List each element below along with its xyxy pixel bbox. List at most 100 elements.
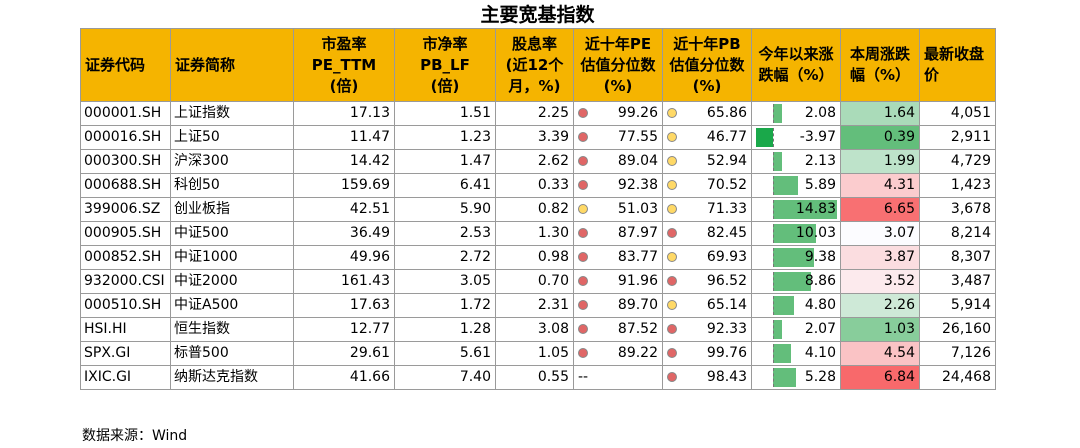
pe-ttm: 14.42 [293,149,395,174]
header-line: (倍) [329,76,359,95]
pe-percentile-value: 91.96 [617,273,658,289]
pe-status-icon [578,180,588,190]
header-line: (近12个 [505,55,564,74]
pe-ttm: 29.61 [293,341,395,366]
header-line: 跌幅（%） [758,66,834,84]
pe-percentile-cell: 77.55 [573,125,663,150]
security-code: 000001.SH [80,101,171,126]
ytd-databar [773,296,794,315]
col-header-close: 最新收盘价 [919,28,996,102]
pb-status-icon [667,252,677,262]
security-code: 000688.SH [80,173,171,198]
ytd-zero-axis [773,344,775,363]
ytd-change-value: 5.89 [804,177,836,193]
pe-status-icon [578,156,588,166]
dividend-yield: 0.55 [495,365,574,390]
table-row: 000905.SH 中证500 36.49 2.53 1.30 87.97 82.45 10.… [80,221,996,246]
ytd-databar [773,272,812,291]
col-header-week: 本周涨跌幅（%） [840,28,920,102]
header-row: 证券代码 证券简称 市盈率 PE_TTM (倍) 市净率 PB_LF (倍) 股息率 (近… [80,28,996,102]
latest-close: 1,423 [919,173,996,198]
col-header-pb-percentile: 近十年PB 估值分位数 (%) [662,28,752,102]
security-name: 标普500 [170,341,294,366]
latest-close: 3,678 [919,197,996,222]
security-name: 创业板指 [170,197,294,222]
dividend-yield: 0.98 [495,245,574,270]
week-change: 1.03 [840,317,920,342]
dividend-yield: 0.70 [495,269,574,294]
header-line: (%) [692,76,722,95]
security-name: 中证500 [170,221,294,246]
security-name: 上证50 [170,125,294,150]
security-code: 399006.SZ [80,197,171,222]
ytd-zero-axis [773,152,775,171]
pe-ttm: 41.66 [293,365,395,390]
ytd-databar [773,104,783,123]
week-change: 2.26 [840,293,920,318]
pb-status-icon [667,372,677,382]
latest-close: 2,911 [919,125,996,150]
latest-close: 24,468 [919,365,996,390]
security-code: 000016.SH [80,125,171,150]
pe-status-icon [578,300,588,310]
week-change: 6.84 [840,365,920,390]
security-name: 上证指数 [170,101,294,126]
ytd-change-value: 14.83 [795,201,836,217]
pe-percentile-cell: -- [573,365,663,390]
security-code: 000905.SH [80,221,171,246]
ytd-change-cell: 5.28 [751,365,841,390]
table-row: 000510.SH 中证A500 17.63 1.72 2.31 89.70 65.14 4.… [80,293,996,318]
security-code: IXIC.GI [80,365,171,390]
ytd-zero-axis [773,248,775,267]
pe-percentile-value: 89.70 [617,297,658,313]
ytd-change-cell: 2.13 [751,149,841,174]
security-name: 科创50 [170,173,294,198]
pe-ttm: 159.69 [293,173,395,198]
pe-ttm: 36.49 [293,221,395,246]
table-row: 932000.CSI 中证2000 161.43 3.05 0.70 91.96 96.52… [80,269,996,294]
header-line: (%) [603,76,633,95]
ytd-zero-axis [773,104,775,123]
pe-status-icon [578,324,588,334]
ytd-change-value: 9.38 [804,249,836,265]
pb-percentile-value: 46.77 [706,129,747,145]
header-line: 近十年PB [673,34,741,53]
header-line: 市盈率 [321,34,367,53]
ytd-databar [773,248,814,267]
header-line: 本周涨跌 [849,45,910,63]
pb-percentile-cell: 46.77 [662,125,752,150]
pe-status-icon [578,108,588,118]
pb-percentile-cell: 98.43 [662,365,752,390]
header-line: 幅（%） [849,66,911,84]
pb-percentile-cell: 65.86 [662,101,752,126]
header-line: 估值分位数 [580,55,656,74]
pe-status-icon [578,252,588,262]
header-line: 价 [924,66,940,84]
week-change: 4.54 [840,341,920,366]
pb-percentile-cell: 96.52 [662,269,752,294]
pb-percentile-value: 71.33 [706,201,747,217]
pb-percentile-value: 99.76 [706,345,747,361]
dividend-yield: 2.25 [495,101,574,126]
index-table: 证券代码 证券简称 市盈率 PE_TTM (倍) 市净率 PB_LF (倍) 股息率 (近… [80,28,996,390]
pb-status-icon [667,204,677,214]
ytd-change-cell: -3.97 [751,125,841,150]
security-code: 932000.CSI [80,269,171,294]
dividend-yield: 2.31 [495,293,574,318]
pe-ttm: 12.77 [293,317,395,342]
pb-percentile-cell: 99.76 [662,341,752,366]
col-header-ytd: 今年以来涨 跌幅（%） [751,28,841,102]
table-row: 000300.SH 沪深300 14.42 1.47 2.62 89.04 52.94 2.1… [80,149,996,174]
ytd-change-value: 2.13 [804,153,836,169]
header-line: 估值分位数 [669,55,745,74]
pe-percentile-cell: 87.52 [573,317,663,342]
ytd-change-value: 4.80 [804,297,836,313]
ytd-change-cell: 4.80 [751,293,841,318]
week-change: 0.39 [840,125,920,150]
ytd-change-cell: 2.07 [751,317,841,342]
table-row: 000852.SH 中证1000 49.96 2.72 0.98 83.77 69.93 9.… [80,245,996,270]
ytd-change-cell: 4.10 [751,341,841,366]
security-name: 中证2000 [170,269,294,294]
week-change: 3.52 [840,269,920,294]
security-name: 中证A500 [170,293,294,318]
